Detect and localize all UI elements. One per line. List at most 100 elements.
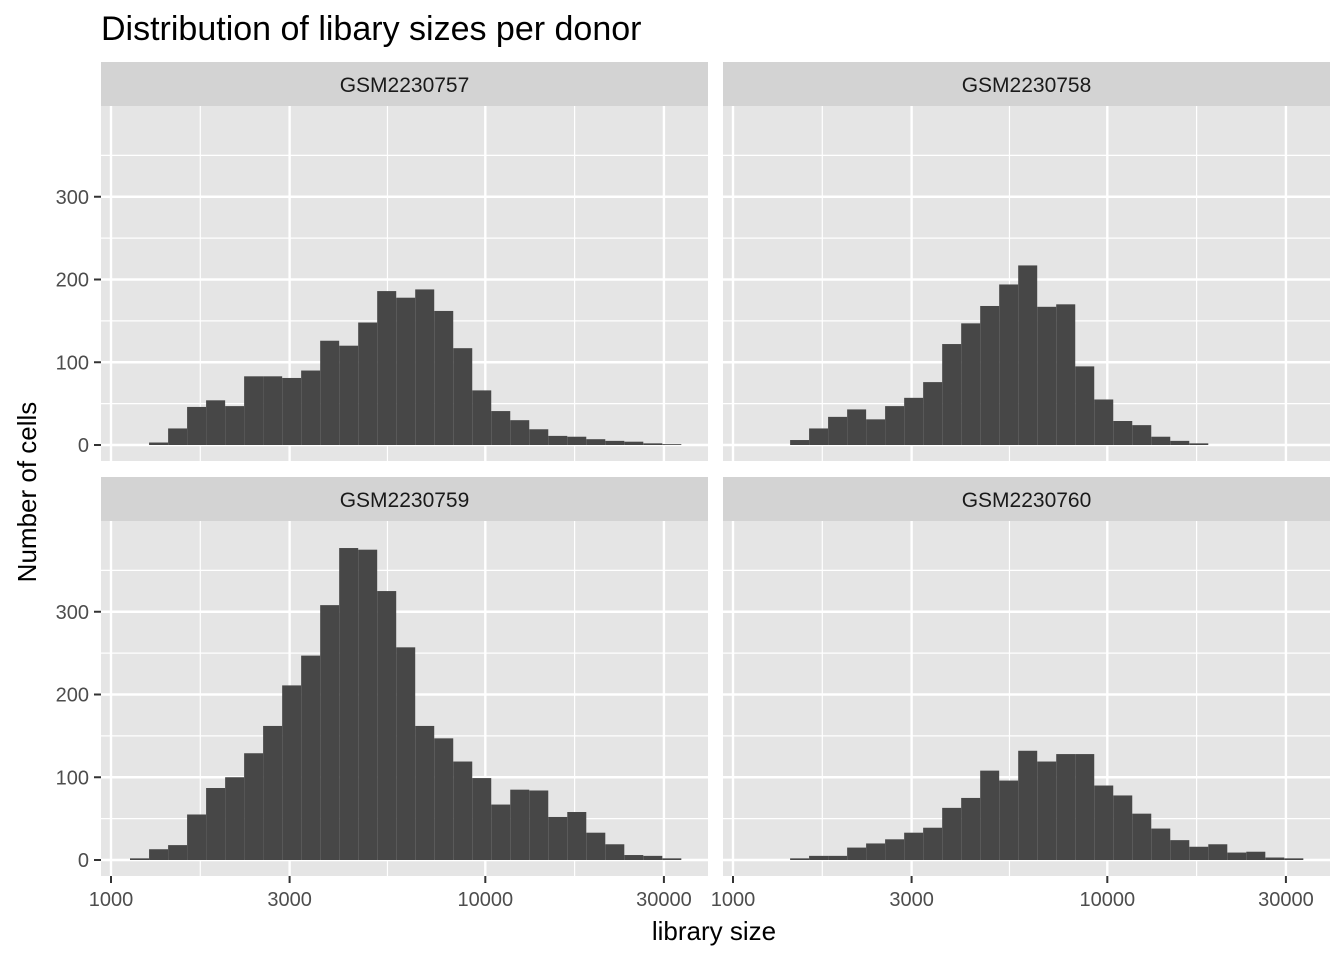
histogram-bar (923, 827, 943, 860)
histogram-bar (567, 436, 587, 445)
histogram-bar (1018, 265, 1038, 445)
histogram-bar (225, 406, 245, 445)
histogram-bar (396, 647, 416, 860)
histogram-bar (605, 844, 625, 860)
x-tick-label: 3000 (889, 889, 934, 911)
histogram-bar (510, 789, 530, 860)
histogram-bar (942, 807, 962, 860)
histogram-bar (187, 406, 207, 445)
histogram-bar (605, 440, 625, 445)
x-tick-label: 10000 (1080, 889, 1136, 911)
histogram-bar (828, 416, 848, 445)
histogram-bar (923, 382, 943, 445)
histogram-bar (529, 429, 549, 445)
histogram-bar (244, 753, 264, 860)
histogram-bar (472, 778, 492, 860)
histogram-bar (1189, 443, 1209, 445)
y-tick-label: 0 (78, 435, 89, 457)
histogram-bar (980, 770, 1000, 860)
histogram-bar (358, 322, 378, 445)
histogram-bar (904, 397, 924, 445)
histogram-bar (809, 428, 829, 445)
histogram-bar (320, 340, 340, 445)
histogram-bar (320, 605, 340, 860)
histogram-bar (999, 780, 1019, 860)
facet-strip (723, 477, 1330, 521)
histogram-bar (866, 843, 886, 860)
histogram-bar (1132, 813, 1152, 860)
x-tick-label: 1000 (89, 889, 134, 911)
histogram-bar (1075, 366, 1095, 445)
histogram-bar (339, 345, 359, 445)
histogram-bar (548, 435, 568, 445)
y-tick-label: 0 (78, 850, 89, 872)
panels-layer: GSM2230757 0 100 200 300 GSM2230758 GSM2230759… (56, 62, 1330, 911)
histogram-bar (624, 441, 644, 445)
histogram-bar (1094, 785, 1114, 860)
histogram-bar (662, 858, 682, 860)
y-tick-label: 300 (56, 602, 89, 624)
histogram-bar (1265, 857, 1285, 860)
panel-GSM2230760: GSM2230760 1000 3000 10000 30000 (711, 477, 1330, 911)
histogram-bar (263, 725, 283, 860)
histogram-bar (491, 411, 511, 445)
facet-strip-label: GSM2230757 (340, 74, 470, 97)
y-tick-label: 200 (56, 270, 89, 292)
histogram-bar (809, 855, 829, 860)
x-tick-label: 30000 (1258, 889, 1314, 911)
histogram-bar (282, 685, 302, 860)
histogram-bar (548, 816, 568, 860)
histogram-bar (904, 832, 924, 860)
facet-strip (101, 477, 708, 521)
histogram-bar (187, 814, 207, 860)
histogram-bar (491, 804, 511, 860)
histogram-bar (206, 788, 226, 860)
histogram-bar (1189, 846, 1209, 860)
histogram-bar (828, 855, 848, 860)
histogram-bar (662, 444, 682, 445)
histogram-bar (358, 549, 378, 860)
histogram-bar (1113, 421, 1133, 445)
histogram-bar (790, 858, 810, 860)
histogram-bar (961, 323, 981, 445)
histogram-bar (1227, 852, 1247, 860)
histogram-bar (206, 400, 226, 445)
histogram-bar (339, 548, 359, 860)
y-tick-label: 100 (56, 352, 89, 374)
histogram-bar (885, 839, 905, 860)
y-tick-label: 300 (56, 187, 89, 209)
histogram-bar (263, 376, 283, 445)
histogram-bar (586, 439, 606, 445)
histogram-bar (586, 832, 606, 860)
histogram-bar (1246, 851, 1266, 860)
histogram-bar (847, 409, 867, 445)
histogram-bar (790, 440, 810, 445)
histogram-bar (415, 725, 435, 860)
histogram-bar (453, 761, 473, 860)
histogram-bar (130, 858, 150, 860)
x-tick-label: 30000 (636, 889, 692, 911)
facet-strip-label: GSM2230760 (962, 489, 1092, 512)
histogram-bar (942, 344, 962, 445)
x-tick-label: 3000 (267, 889, 312, 911)
x-tick-label: 10000 (458, 889, 514, 911)
histogram-bar (643, 443, 663, 445)
histogram-bar (1056, 304, 1076, 445)
y-axis-title: Number of cells (12, 402, 42, 583)
histogram-bar (567, 812, 587, 860)
panel-GSM2230759: GSM2230759 0 100 200 300 1000 3000 10000 30000 (56, 477, 708, 911)
histogram-bar (1170, 440, 1190, 445)
histogram-bar (1208, 844, 1228, 860)
histogram-bar (168, 428, 188, 445)
histogram-bar (434, 738, 454, 860)
chart-title: Distribution of libary sizes per donor (101, 10, 641, 48)
histogram-bar (149, 849, 169, 860)
facet-strip (101, 62, 708, 106)
y-tick-label: 200 (56, 685, 89, 707)
facet-strip (723, 62, 1330, 106)
histogram-bar (1018, 750, 1038, 860)
histogram-bar (961, 797, 981, 860)
y-tick-label: 100 (56, 767, 89, 789)
histogram-bar (168, 845, 188, 860)
